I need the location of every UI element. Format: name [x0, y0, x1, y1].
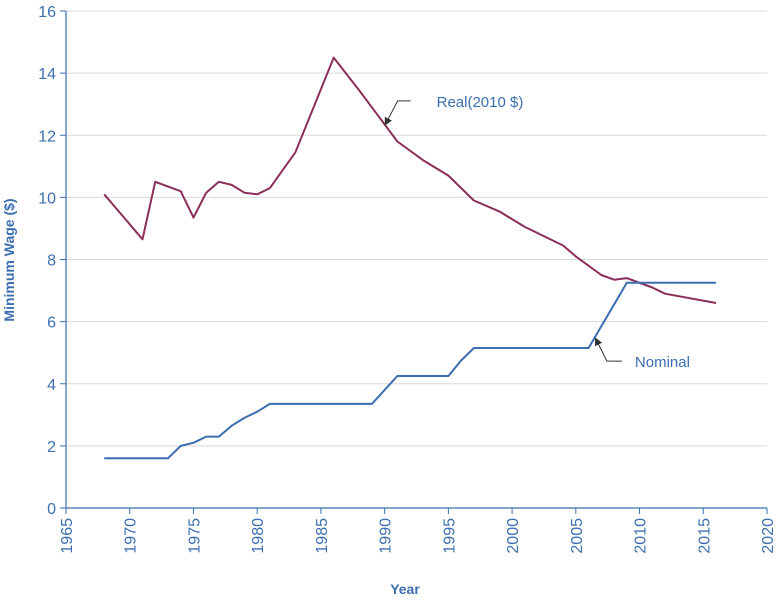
series-lines	[103, 56, 717, 460]
annotation-label-nominal: Nominal	[635, 354, 690, 371]
x-tick-label: 2010	[633, 518, 650, 554]
y-tick-label: 4	[47, 377, 56, 394]
annotation-label-real: Real(2010 $)	[437, 94, 524, 111]
grid	[66, 10, 767, 447]
y-tick-label: 8	[47, 253, 56, 270]
x-axis-label: Year	[390, 581, 420, 597]
x-tick-label: 1980	[250, 518, 267, 554]
y-tick-label: 12	[38, 128, 56, 145]
series-line-nominal	[104, 281, 716, 460]
axes: 0 2 4 6 8 10 12 14 16 1965 1970 1975 1980 1985 1990 199…	[38, 4, 777, 554]
x-tick-label: 2005	[569, 518, 586, 554]
y-tick-label: 10	[38, 190, 56, 207]
x-tick-label: 1995	[441, 518, 458, 554]
y-tick-label: 2	[47, 439, 56, 456]
x-tick-label: 1990	[378, 518, 395, 554]
x-tick-label: 1970	[123, 518, 140, 554]
x-tick-label: 1965	[59, 518, 76, 554]
annotations: Real(2010 $) Nominal	[384, 94, 690, 371]
y-tick-label: 16	[38, 4, 56, 21]
annotation-arrow	[384, 100, 411, 126]
y-axis-label: Minimum Wage ($)	[1, 198, 17, 321]
series-line-real-2010-	[103, 56, 717, 304]
y-tick-label: 14	[38, 66, 56, 83]
x-tick-label: 1975	[186, 518, 203, 554]
annotation-arrow	[595, 337, 622, 362]
x-tick-label: 1985	[314, 518, 331, 554]
y-tick-label: 0	[47, 501, 56, 518]
y-tick-label: 6	[47, 315, 56, 332]
x-tick-label: 2020	[760, 518, 777, 554]
x-tick-label: 2015	[696, 518, 713, 554]
x-tick-label: 2000	[505, 518, 522, 554]
